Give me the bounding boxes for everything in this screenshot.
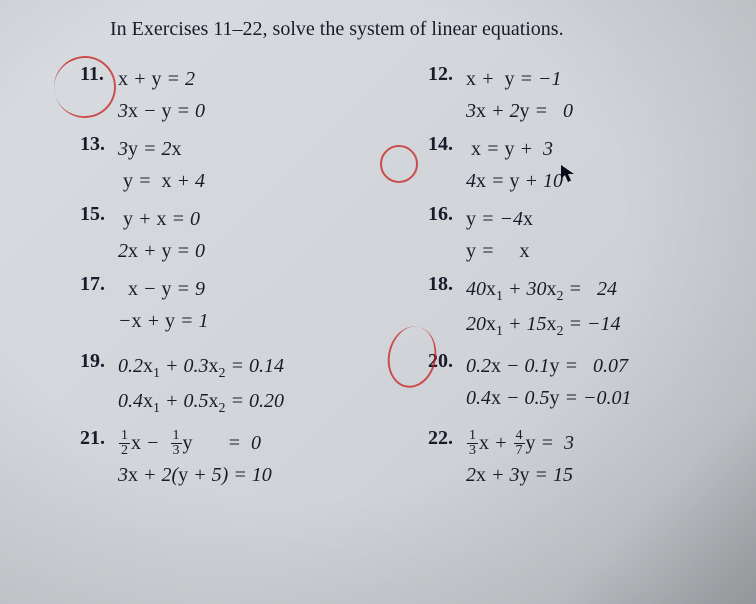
equation-1: 40x1 + 30x2 = 24 <box>466 273 726 308</box>
problem-18: 18. 40x1 + 30x2 = 24 20x1 + 15x2 = −14 <box>428 273 726 344</box>
problem-number: 14. <box>428 133 453 156</box>
equation-2: y = x <box>466 235 726 267</box>
problem-15: 15. y + x = 0 2x + y = 0 <box>80 203 378 267</box>
problem-number: 15. <box>80 203 105 226</box>
problem-14: 14. x = y + 3 4x = y + 10 <box>428 133 726 197</box>
equation-1: 0.2x − 0.1y = 0.07 <box>466 350 726 382</box>
problem-17: 17. x − y = 9 −x + y = 1 <box>80 273 378 344</box>
equation-1: x − y = 9 <box>118 273 378 305</box>
equation-2: 3x + 2y = 0 <box>466 95 726 127</box>
equation-1: 0.2x1 + 0.3x2 = 0.14 <box>118 350 378 385</box>
equation-1: x = y + 3 <box>466 133 726 165</box>
problem-12: 12. x + y = −1 3x + 2y = 0 <box>428 63 726 127</box>
equation-1: x + y = −1 <box>466 63 726 95</box>
equation-2: 2x + 3y = 15 <box>466 459 726 491</box>
equation-1: 12x − 13y = 0 <box>118 427 378 459</box>
problem-19: 19. 0.2x1 + 0.3x2 = 0.14 0.4x1 + 0.5x2 =… <box>80 350 378 421</box>
equation-2: 20x1 + 15x2 = −14 <box>466 308 726 343</box>
equation-1: 13x + 47y = 3 <box>466 427 726 459</box>
equation-2: y = x + 4 <box>118 165 378 197</box>
equation-1: y + x = 0 <box>118 203 378 235</box>
equation-2: 2x + y = 0 <box>118 235 378 267</box>
equation-1: y = −4x <box>466 203 726 235</box>
problem-number: 17. <box>80 273 105 296</box>
problem-number: 19. <box>80 350 105 373</box>
problem-number: 20. <box>428 350 453 373</box>
equation-2: 4x = y + 10 <box>466 165 726 197</box>
problems-grid: 11. x + y = 2 3x − y = 0 12. x + y = −1 … <box>50 63 726 491</box>
equation-1: 3y = 2x <box>118 133 378 165</box>
problem-22: 22. 13x + 47y = 3 2x + 3y = 15 <box>428 427 726 491</box>
problem-number: 13. <box>80 133 105 156</box>
problem-13: 13. 3y = 2x y = x + 4 <box>80 133 378 197</box>
problem-number: 16. <box>428 203 453 226</box>
problem-11: 11. x + y = 2 3x − y = 0 <box>80 63 378 127</box>
equation-2: 3x + 2(y + 5) = 10 <box>118 459 378 491</box>
problem-number: 22. <box>428 427 453 450</box>
problem-number: 18. <box>428 273 453 296</box>
mouse-cursor-icon <box>560 164 576 184</box>
problem-20: 20. 0.2x − 0.1y = 0.07 0.4x − 0.5y = −0.… <box>428 350 726 421</box>
problem-number: 11. <box>80 63 104 86</box>
problem-number: 21. <box>80 427 105 450</box>
equation-1: x + y = 2 <box>118 63 378 95</box>
equation-2: 3x − y = 0 <box>118 95 378 127</box>
equation-2: −x + y = 1 <box>118 305 378 337</box>
equation-2: 0.4x − 0.5y = −0.01 <box>466 382 726 414</box>
problem-number: 12. <box>428 63 453 86</box>
equation-2: 0.4x1 + 0.5x2 = 0.20 <box>118 385 378 420</box>
problem-16: 16. y = −4x y = x <box>428 203 726 267</box>
problem-21: 21. 12x − 13y = 0 3x + 2(y + 5) = 10 <box>80 427 378 491</box>
instructions-text: In Exercises 11–22, solve the system of … <box>50 18 726 41</box>
